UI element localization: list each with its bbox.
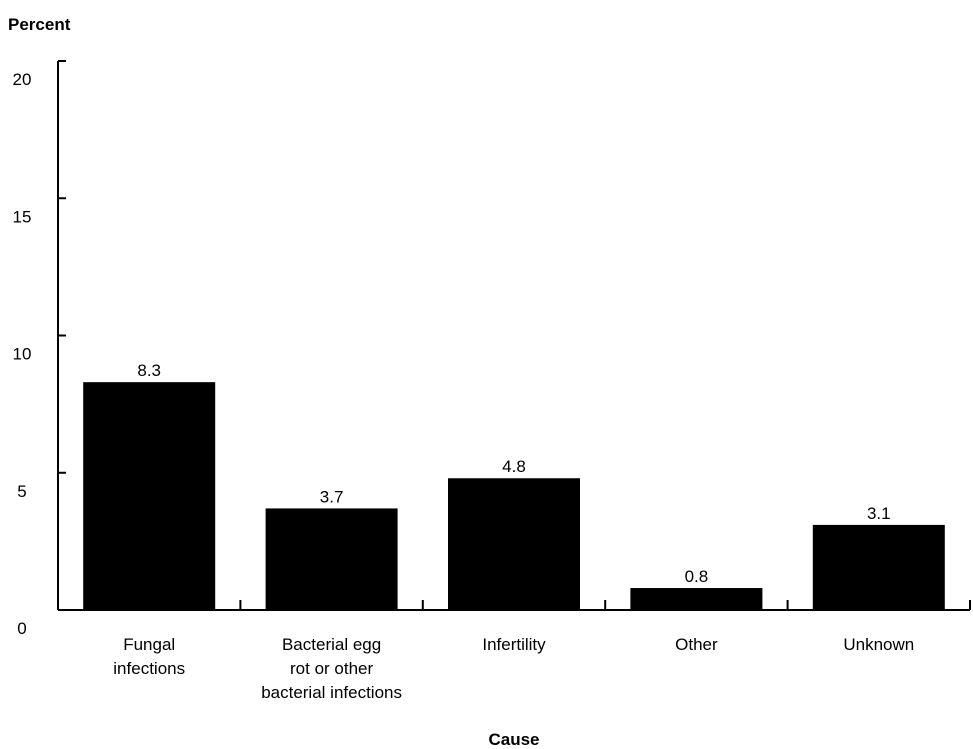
bar — [83, 382, 216, 610]
data-label: 8.3 — [137, 361, 161, 380]
y-axis-title: Percent — [8, 15, 71, 34]
y-tick-label: 5 — [17, 482, 26, 501]
category-labels: Fungal infections Bacterial egg rot or othe… — [113, 635, 914, 702]
y-tick-label: 0 — [17, 619, 26, 638]
category-label-line: rot or other — [290, 659, 373, 678]
data-label: 0.8 — [685, 567, 709, 586]
bar — [630, 588, 763, 610]
category-label: Infertility — [482, 635, 546, 654]
x-axis-title: Cause — [488, 730, 539, 749]
bars: 8.3 3.7 4.8 0.8 3.1 — [83, 361, 945, 610]
bar — [448, 478, 580, 610]
category-label: Other — [675, 635, 718, 654]
y-axis: 0 5 10 15 20 — [13, 60, 66, 638]
y-tick-label: 10 — [13, 345, 32, 364]
category-label-line: Infertility — [482, 635, 546, 654]
y-tick-label: 20 — [13, 70, 32, 89]
category-label-line: Unknown — [843, 635, 914, 654]
category-label: Unknown — [843, 635, 914, 654]
data-label: 3.7 — [320, 487, 344, 506]
category-label-line: Other — [675, 635, 718, 654]
y-tick-label: 15 — [13, 207, 32, 226]
category-label-line: bacterial infections — [261, 683, 402, 702]
category-label: Bacterial egg rot or other bacterial infec… — [261, 635, 402, 702]
category-label-line: Bacterial egg — [282, 635, 381, 654]
data-label: 4.8 — [502, 457, 526, 476]
bar — [265, 508, 398, 610]
category-label-line: infections — [113, 659, 185, 678]
category-label: Fungal infections — [113, 635, 185, 678]
bar — [812, 524, 945, 610]
category-label-line: Fungal — [123, 635, 175, 654]
data-label: 3.1 — [867, 504, 891, 523]
